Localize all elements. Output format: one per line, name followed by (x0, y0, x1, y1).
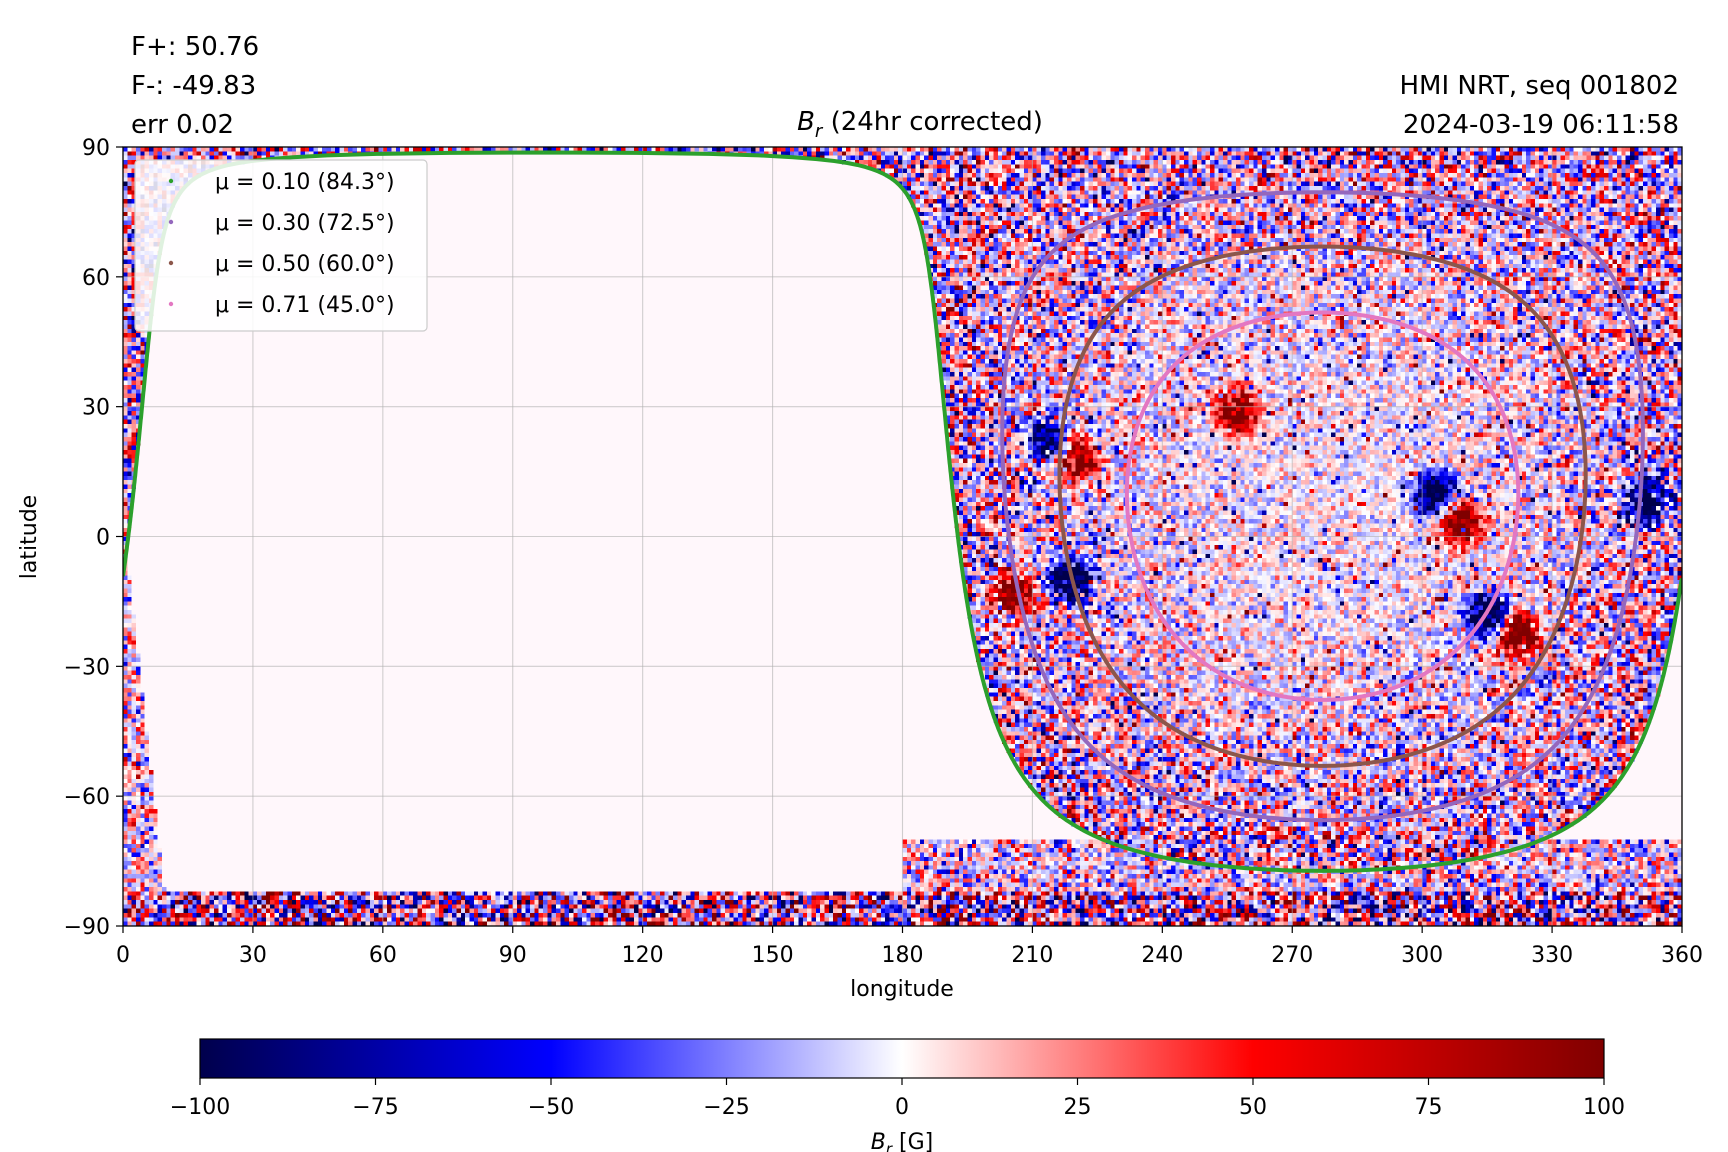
colorbar-tick-label: −100 (170, 1095, 230, 1120)
flux-positive: F+: 50.76 (131, 32, 260, 62)
colorbar-tick-label: 100 (1583, 1095, 1625, 1120)
chart-title: Br (24hr corrected) (797, 107, 1043, 142)
colorbar-label-rest: [G] (892, 1130, 933, 1152)
colorbar-label: Br [G] (871, 1130, 933, 1152)
colorbar-label-subscript: r (886, 1140, 893, 1152)
colorbar-tick-label: 25 (1064, 1095, 1092, 1120)
chart-title-subscript: r (815, 121, 824, 142)
mu-contour-line (1124, 310, 1521, 702)
legend-marker (168, 178, 174, 184)
x-tick-label: 90 (499, 943, 527, 968)
y-tick-label: 0 (96, 526, 110, 551)
legend-entry: μ = 0.50 (60.0°) (215, 252, 395, 277)
x-tick-label: 300 (1401, 943, 1443, 968)
x-tick-label: 60 (369, 943, 397, 968)
y-tick-label: 60 (82, 266, 110, 291)
colorbar-ticks: −100 −75 −50 −25 0 25 50 75 100 (170, 1078, 1625, 1120)
colorbar (199, 1038, 1605, 1079)
y-tick-label: 30 (82, 396, 110, 421)
colorbar-tick-label: 75 (1415, 1095, 1443, 1120)
x-tick-label: 270 (1271, 943, 1313, 968)
flux-negative: F-: -49.83 (131, 71, 257, 101)
x-tick-label: 30 (239, 943, 267, 968)
chart-title-rest: (24hr corrected) (822, 107, 1043, 137)
observation-meta: HMI NRT, seq 001802 2024-03-19 06:11:58 (1399, 67, 1679, 145)
x-tick-label: 0 (116, 943, 130, 968)
y-tick-label: −90 (64, 915, 110, 940)
gridlines (123, 147, 1682, 926)
mu-contour-line (1000, 190, 1645, 823)
y-tick-label: −30 (64, 655, 110, 680)
flux-stats: F+: 50.76 F-: -49.83 err 0.02 (131, 28, 259, 145)
x-tick-label: 180 (882, 943, 924, 968)
data-source: HMI NRT, seq 001802 (1399, 71, 1679, 101)
y-tick-label: 90 (82, 136, 110, 161)
x-tick-label: 330 (1531, 943, 1573, 968)
observation-time: 2024-03-19 06:11:58 (1402, 110, 1679, 140)
x-tick-label: 360 (1661, 943, 1703, 968)
flux-error: err 0.02 (131, 110, 235, 140)
legend-entry: μ = 0.71 (45.0°) (215, 293, 395, 318)
legend-entry: μ = 0.30 (72.5°) (215, 211, 395, 236)
colorbar-tick-label: −75 (352, 1095, 398, 1120)
legend: μ = 0.10 (84.3°) μ = 0.30 (72.5°) μ = 0.50… (134, 159, 428, 332)
y-tick-label: −60 (64, 785, 110, 810)
x-tick-label: 240 (1141, 943, 1183, 968)
colorbar-label-symbol: B (871, 1130, 886, 1152)
x-tick-label: 120 (622, 943, 664, 968)
colorbar-tick-label: −50 (528, 1095, 574, 1120)
legend-frame (134, 159, 428, 332)
legend-marker (168, 260, 174, 266)
legend-entry: μ = 0.10 (84.3°) (215, 170, 395, 195)
chart-title-symbol: B (797, 107, 815, 137)
y-axis-ticks: 90 60 30 0 −30 −60 −90 (64, 136, 123, 940)
mu-contour-line (1057, 244, 1588, 768)
legend-marker (168, 301, 174, 307)
y-axis-label: latitude (17, 495, 42, 579)
colorbar-tick-label: −25 (703, 1095, 749, 1120)
x-tick-label: 150 (752, 943, 794, 968)
colorbar-tick-label: 50 (1239, 1095, 1267, 1120)
x-axis-ticks: 0 30 60 90 120 150 180 210 240 270 300 330 360 (116, 926, 1703, 968)
mu-contours (123, 150, 1682, 873)
colorbar-tick-label: 0 (895, 1095, 909, 1120)
x-axis-label: longitude (850, 977, 954, 1002)
x-tick-label: 210 (1011, 943, 1053, 968)
legend-marker (168, 219, 174, 225)
